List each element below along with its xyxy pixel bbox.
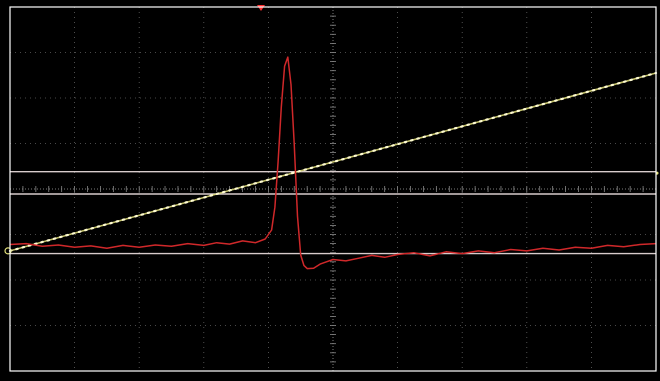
- ramp-trace-dots: [8, 71, 658, 252]
- channel-ground-marker: [4, 247, 12, 255]
- traces: [8, 56, 658, 270]
- cursor-lines: [10, 171, 656, 255]
- graticule: [9, 6, 657, 372]
- screen-frame: [9, 6, 657, 372]
- pulse-trace: [9, 56, 657, 270]
